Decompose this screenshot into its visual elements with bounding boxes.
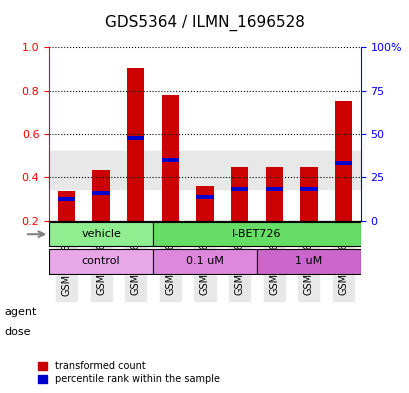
FancyBboxPatch shape [49, 249, 153, 274]
FancyBboxPatch shape [49, 222, 153, 246]
Bar [230, 187, 248, 191]
Text: agent: agent [4, 307, 36, 318]
Bar [196, 186, 213, 220]
Bar [127, 68, 144, 220]
Text: dose: dose [4, 327, 31, 337]
Text: control: control [82, 257, 120, 266]
Bar [230, 167, 248, 220]
Bar [334, 101, 351, 220]
Bar [58, 191, 75, 220]
Text: vehicle: vehicle [81, 229, 121, 239]
Bar [299, 167, 317, 220]
Bar [127, 136, 144, 140]
Bar [196, 195, 213, 199]
Bar [265, 167, 282, 220]
Text: 1 uM: 1 uM [294, 257, 322, 266]
Bar [265, 187, 282, 191]
Bar [299, 187, 317, 191]
FancyBboxPatch shape [153, 249, 256, 274]
Bar [161, 158, 179, 162]
Bar [334, 162, 351, 165]
FancyBboxPatch shape [153, 222, 360, 246]
Text: 0.1 uM: 0.1 uM [186, 257, 223, 266]
Bar [92, 170, 110, 220]
Text: I-BET726: I-BET726 [231, 229, 281, 239]
FancyBboxPatch shape [256, 249, 360, 274]
Bar [161, 95, 179, 220]
Legend: transformed count, percentile rank within the sample: transformed count, percentile rank withi… [38, 361, 220, 384]
Bar [58, 197, 75, 201]
Bar [92, 191, 110, 195]
Bar [49, 151, 360, 189]
Text: GDS5364 / ILMN_1696528: GDS5364 / ILMN_1696528 [105, 15, 304, 31]
